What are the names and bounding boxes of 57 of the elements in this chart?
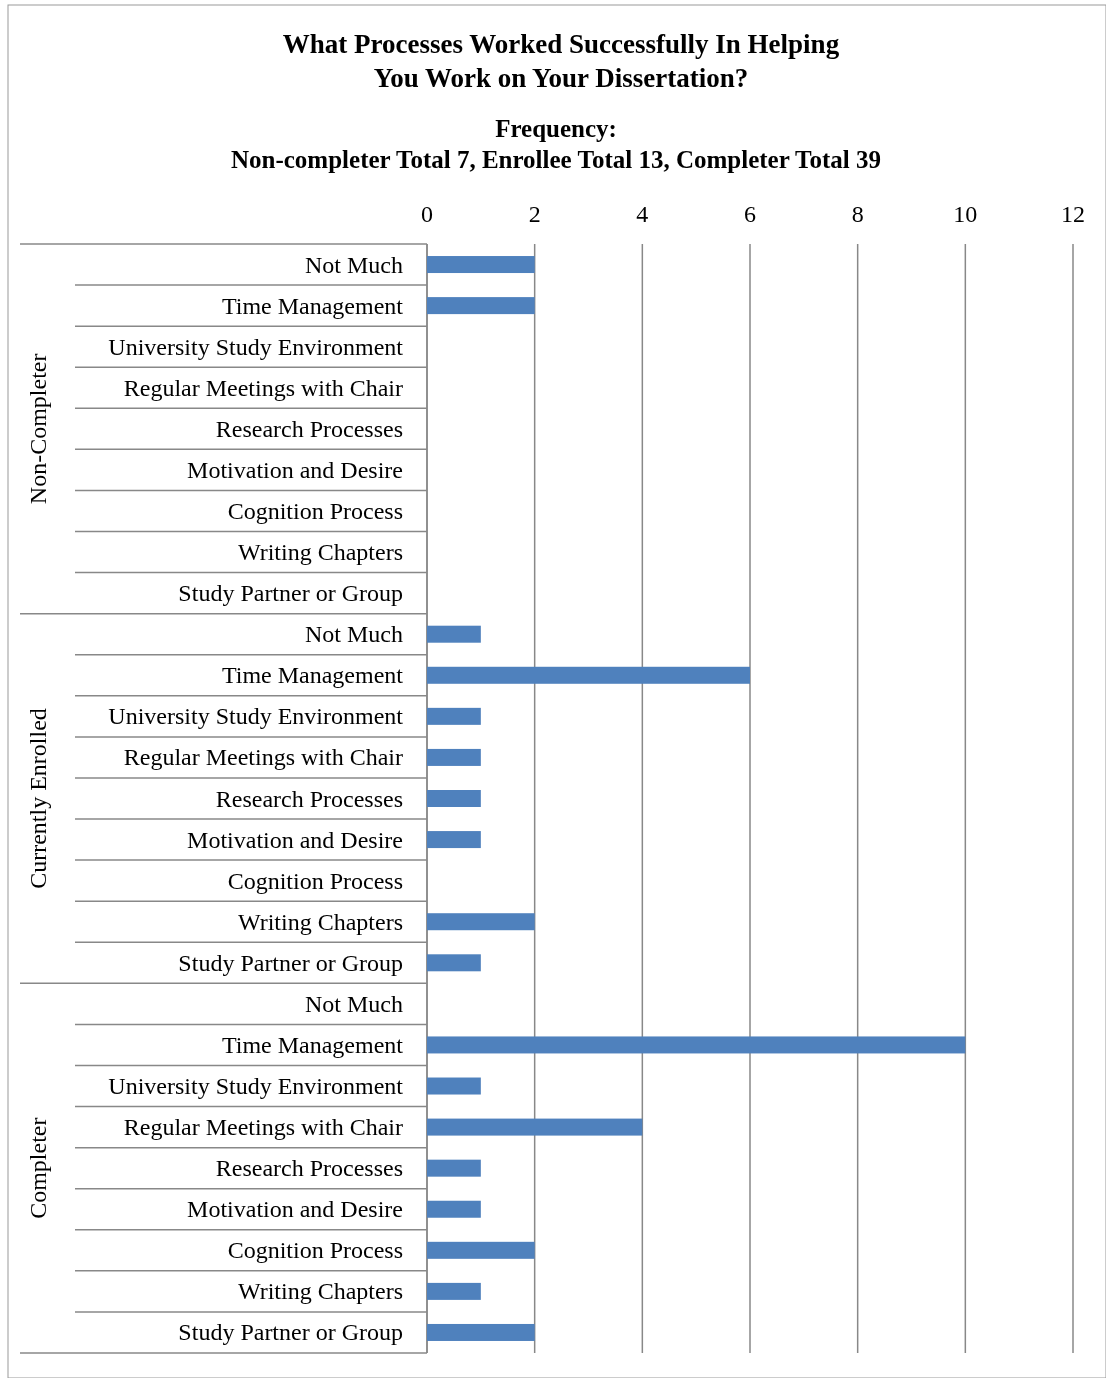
bar: [427, 913, 535, 931]
y-tick-label: Time Management: [221, 662, 404, 689]
x-tick-label: 0: [421, 201, 433, 227]
x-tick-label: 8: [851, 201, 864, 227]
text: Completer: [25, 1117, 51, 1219]
y-tick-label: University Study Environment: [108, 333, 404, 360]
y-tick-label: Cognition Process: [227, 497, 403, 524]
chart-subtitle: Frequency: Non-completer Total 7, Enrollee Total 13, Completer Total 39: [230, 115, 882, 173]
y-tick-label: Writing Chapters: [238, 539, 403, 566]
y-tick-label: Motivation and Desire: [187, 456, 403, 483]
bar: [427, 666, 750, 684]
y-tick-label: Regular Meetings with Chair: [123, 744, 404, 771]
bar: [427, 790, 481, 807]
bar: [427, 1241, 535, 1259]
y-tick-label: Time Management: [221, 292, 404, 319]
bar: [427, 748, 481, 766]
bar: [427, 1118, 643, 1136]
bar: [427, 707, 481, 725]
y-tick-label: University Study Environment: [108, 1073, 404, 1100]
bar: [427, 1159, 481, 1177]
y-tick-label: Not Much: [305, 251, 403, 278]
y-tick-label: Regular Meetings with Chair: [123, 374, 404, 401]
bar: [427, 1036, 966, 1054]
y-tick-label: Motivation and Desire: [187, 826, 403, 853]
y-tick-label: Research Processes: [215, 1155, 403, 1182]
chart-title: What Processes Worked Successfully In Helping You Work on Your Dissertation?: [282, 29, 840, 93]
bar: [427, 954, 481, 972]
x-tick-label: 10: [953, 201, 978, 227]
y-tick-label: Not Much: [305, 990, 403, 1017]
y-tick-label: Time Management: [221, 1031, 404, 1058]
bar: [427, 625, 481, 643]
bar: [427, 831, 481, 849]
text: Non-Completer: [25, 353, 51, 505]
bar: [427, 297, 535, 315]
text: Currently Enrolled: [25, 708, 51, 889]
y-tick-label: Study Partner or Group: [178, 1319, 403, 1346]
y-tick-label: Study Partner or Group: [178, 580, 403, 607]
y-tick-label: Study Partner or Group: [178, 949, 403, 976]
y-tick-label: Cognition Process: [227, 867, 403, 894]
y-tick-label: Motivation and Desire: [187, 1196, 403, 1223]
y-tick-label: Research Processes: [215, 415, 403, 442]
x-tick-label: 6: [744, 201, 756, 227]
bar: [427, 256, 535, 274]
bar: [427, 1282, 481, 1300]
bar: [427, 1323, 535, 1341]
y-tick-label: University Study Environment: [108, 703, 404, 730]
bar: [427, 1077, 481, 1095]
bar: [427, 1200, 481, 1218]
y-tick-label: Regular Meetings with Chair: [123, 1114, 404, 1141]
y-tick-label: Writing Chapters: [238, 1278, 403, 1305]
y-tick-label: Not Much: [305, 621, 403, 648]
y-tick-label: Cognition Process: [227, 1237, 403, 1264]
x-tick-label: 12: [1061, 201, 1085, 227]
y-tick-label: Research Processes: [215, 785, 403, 812]
x-tick-label: 4: [636, 201, 649, 227]
x-tick-label: 2: [528, 201, 541, 227]
y-tick-label: Writing Chapters: [238, 908, 403, 935]
